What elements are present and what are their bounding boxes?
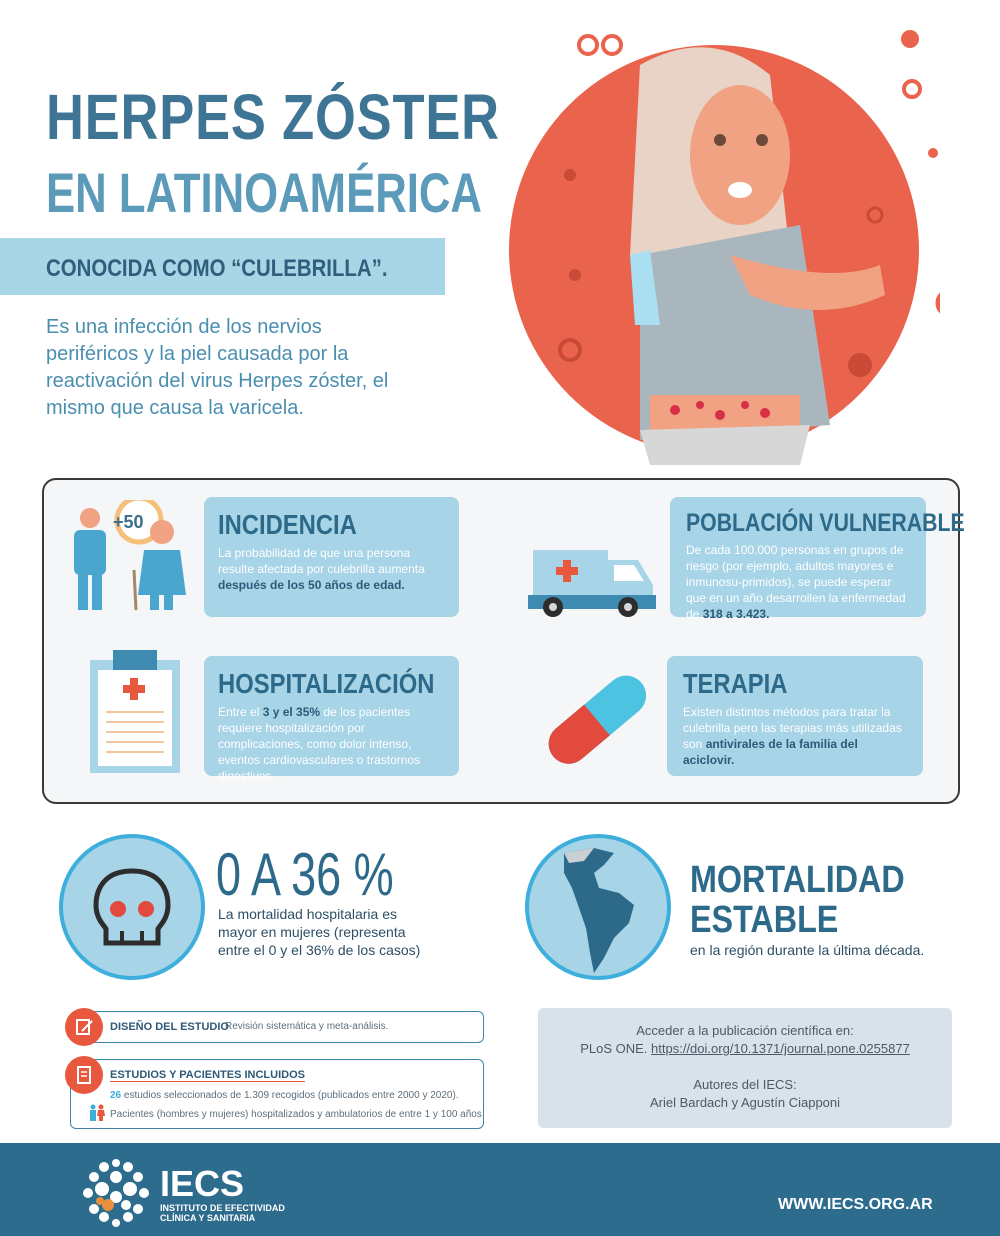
clipboard-icon (90, 650, 180, 773)
card-incidencia-text: La probabilidad de que una persona resul… (218, 546, 425, 592)
patients-icon (90, 1104, 105, 1121)
card-poblacion-text: De cada 100.000 personas en grupos de ri… (686, 543, 906, 621)
main-subtitle: EN LATINOAMÉRICA (46, 161, 482, 224)
card-incidencia-title: INCIDENCIA (218, 509, 357, 540)
footer (0, 1143, 1000, 1236)
pencil-icon (65, 1008, 103, 1046)
mortality-title-2: ESTABLE (690, 899, 839, 941)
card-terapia-title: TERAPIA (683, 668, 788, 699)
card-incidencia: INCIDENCIA La probabilidad de que una pe… (204, 497, 459, 617)
reference-box: Acceder a la publicación científica en: … (538, 1008, 952, 1128)
mortality-range: 0 A 36 % (216, 841, 394, 908)
card-poblacion: POBLACIÓN VULNERABLE De cada 100.000 per… (670, 497, 965, 621)
mortality-desc: en la región durante la última década. (690, 942, 925, 958)
studies-line: 26 estudios seleccionados de 1.309 recog… (110, 1090, 459, 1101)
skull-icon (59, 834, 205, 980)
study-design-label: DISEÑO DEL ESTUDIO (110, 1021, 229, 1033)
footer-logo-text: IECS (160, 1163, 245, 1204)
main-title: HERPES ZÓSTER (46, 81, 500, 153)
ambulance-icon (528, 550, 656, 617)
elderly-couple-icon (74, 500, 186, 611)
card-hospitalizacion: HOSPITALIZACIÓN Entre el 3 y el 35% de l… (204, 656, 459, 783)
mortality-range-desc: La mortalidad hospitalaria es mayor en m… (218, 906, 421, 958)
card-hospitalizacion-text: Entre el 3 y el 35% de los pacientes req… (218, 705, 421, 783)
study-design-value: Revisión sistemática y meta-análisis. (225, 1021, 389, 1032)
footer-logo-sub: INSTITUTO DE EFECTIVIDAD CLÍNICA Y SANIT… (160, 1203, 285, 1223)
patients-line: Pacientes (hombres y mujeres) hospitaliz… (110, 1109, 485, 1120)
iecs-logo-icon (80, 1157, 152, 1229)
intro-text: Es una infección de los nervios periféri… (46, 316, 389, 419)
patient-illustration (509, 30, 940, 465)
doi-link[interactable]: https://doi.org/10.1371/journal.pone.025… (651, 1041, 910, 1056)
age-badge: +50 (113, 512, 144, 532)
globe-icon (525, 834, 671, 980)
reference-line1: Acceder a la publicación científica en: (636, 1023, 854, 1038)
footer-url[interactable]: WWW.IECS.ORG.AR (778, 1196, 933, 1213)
included-box (70, 1059, 484, 1129)
card-terapia-text: Existen distintos métodos para tratar la… (683, 705, 902, 767)
reference-line2: PLoS ONE. https://doi.org/10.1371/journa… (580, 1041, 910, 1056)
document-icon (65, 1056, 103, 1094)
card-poblacion-title: POBLACIÓN VULNERABLE (686, 509, 965, 537)
pill-icon (548, 675, 647, 764)
authors-label: Autores del IECS: (693, 1077, 797, 1092)
mortality-title-1: MORTALIDAD (690, 859, 905, 901)
card-hospitalizacion-title: HOSPITALIZACIÓN (218, 668, 435, 699)
banner (0, 238, 445, 295)
card-terapia: TERAPIA Existen distintos métodos para t… (667, 656, 923, 776)
included-label: ESTUDIOS Y PACIENTES INCLUIDOS (110, 1069, 305, 1082)
banner-text: CONOCIDA COMO “CULEBRILLA”. (46, 255, 388, 282)
authors: Ariel Bardach y Agustín Ciapponi (649, 1095, 841, 1110)
